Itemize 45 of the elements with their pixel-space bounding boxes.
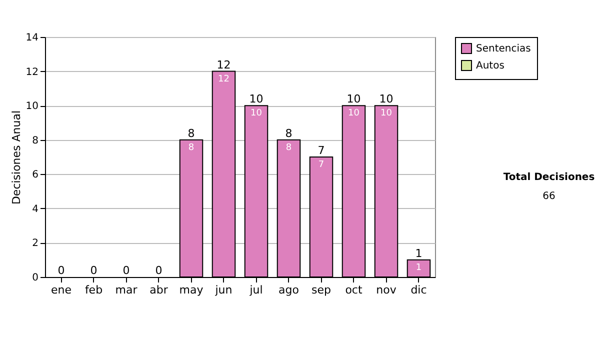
total-label: 10 <box>379 92 394 106</box>
data-label: 1 <box>416 262 422 273</box>
data-label: 10 <box>380 108 392 119</box>
y-tick-label: 12 <box>26 66 38 78</box>
total-label: 0 <box>155 264 162 277</box>
data-label: 8 <box>286 142 292 153</box>
y-axis-title: Decisiones Anual <box>10 110 23 205</box>
total-label: 7 <box>318 144 325 157</box>
total-label: 0 <box>58 264 65 277</box>
total-label: 1 <box>415 246 422 260</box>
y-tick-label: 0 <box>32 272 38 284</box>
y-tick-label: 6 <box>32 170 38 181</box>
data-label: 10 <box>250 108 262 119</box>
data-label: 7 <box>318 160 324 170</box>
x-tick-label: oct <box>345 284 363 296</box>
data-label: 8 <box>188 142 194 153</box>
x-tick-label: ago <box>278 284 300 296</box>
text: 66 <box>542 191 556 202</box>
y-tick-label: 8 <box>32 135 38 146</box>
total-label: 10 <box>346 92 361 106</box>
total-label: 0 <box>90 264 98 277</box>
x-tick-label: dic <box>410 284 427 296</box>
x-tick-label: may <box>179 284 204 296</box>
total-label: 0 <box>122 264 130 277</box>
data-label: 10 <box>348 108 360 119</box>
total-label: 8 <box>285 126 292 140</box>
legend-label: Sentencias <box>476 44 531 54</box>
x-tick-label: nov <box>376 284 397 296</box>
x-tick-label: abr <box>150 284 168 296</box>
text: Total Decisiones <box>502 172 596 183</box>
y-tick-label: 10 <box>26 101 38 112</box>
total-label: 10 <box>249 92 264 106</box>
x-tick-label: sep <box>312 284 332 296</box>
legend-label: Autos <box>476 60 504 72</box>
total-label: 12 <box>216 58 231 72</box>
total-label: 8 <box>188 126 195 140</box>
x-tick-label: feb <box>84 284 103 296</box>
x-tick-label: jul <box>248 284 263 296</box>
x-tick-label: mar <box>115 284 138 296</box>
x-tick-label: jun <box>214 284 232 296</box>
x-tick-label: ene <box>50 284 72 296</box>
y-tick-label: 4 <box>32 204 38 215</box>
y-tick-label: 14 <box>26 32 38 44</box>
y-tick-label: 2 <box>32 238 38 250</box>
data-label: 12 <box>218 74 230 84</box>
